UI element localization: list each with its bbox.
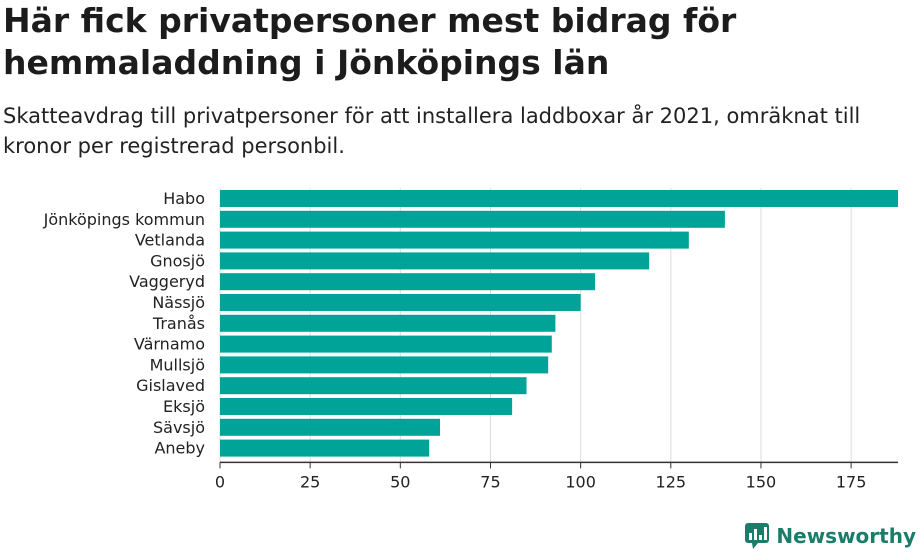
category-label: Jönköpings kommun: [43, 210, 205, 229]
category-label: Sävsjö: [153, 418, 205, 437]
bar: [220, 273, 596, 291]
bar: [220, 210, 725, 228]
category-label: Aneby: [154, 439, 205, 458]
category-label: Gnosjö: [150, 251, 205, 270]
brand-logo: Newsworthy: [744, 521, 916, 551]
bar: [220, 377, 527, 395]
chart-subtitle: Skatteavdrag till privatpersoner för att…: [3, 104, 861, 158]
category-label: Vaggeryd: [129, 272, 205, 291]
x-tick-label: 25: [300, 472, 320, 491]
x-tick-label: 0: [215, 472, 225, 491]
category-label: Eksjö: [163, 397, 205, 416]
chart-title: Här fick privatpersoner mest bidrag för …: [3, 1, 737, 82]
category-label: Tranås: [152, 314, 205, 333]
x-tick-label: 100: [565, 472, 596, 491]
category-label: Värnamo: [134, 335, 205, 354]
x-tick-label: 75: [480, 472, 500, 491]
x-tick-label: 175: [836, 472, 867, 491]
x-tick-label: 150: [746, 472, 777, 491]
bar: [220, 335, 552, 353]
category-label: Nässjö: [152, 293, 205, 312]
bar: [220, 231, 689, 249]
x-tick-label: 50: [390, 472, 410, 491]
category-label: Habo: [163, 189, 205, 208]
x-tick-label: 125: [656, 472, 687, 491]
bar: [220, 398, 513, 415]
category-label: Vetlanda: [135, 231, 205, 250]
bar: [220, 418, 440, 436]
category-label: Gislaved: [136, 376, 205, 395]
bar: [220, 356, 549, 374]
bar: [220, 190, 898, 207]
brand-name: Newsworthy: [776, 524, 916, 548]
bar: [220, 252, 650, 270]
bar: [220, 314, 556, 332]
category-label: Mullsjö: [150, 355, 205, 374]
bar: [220, 439, 430, 457]
bar: [220, 294, 581, 311]
newsworthy-logo-icon: [745, 523, 770, 549]
